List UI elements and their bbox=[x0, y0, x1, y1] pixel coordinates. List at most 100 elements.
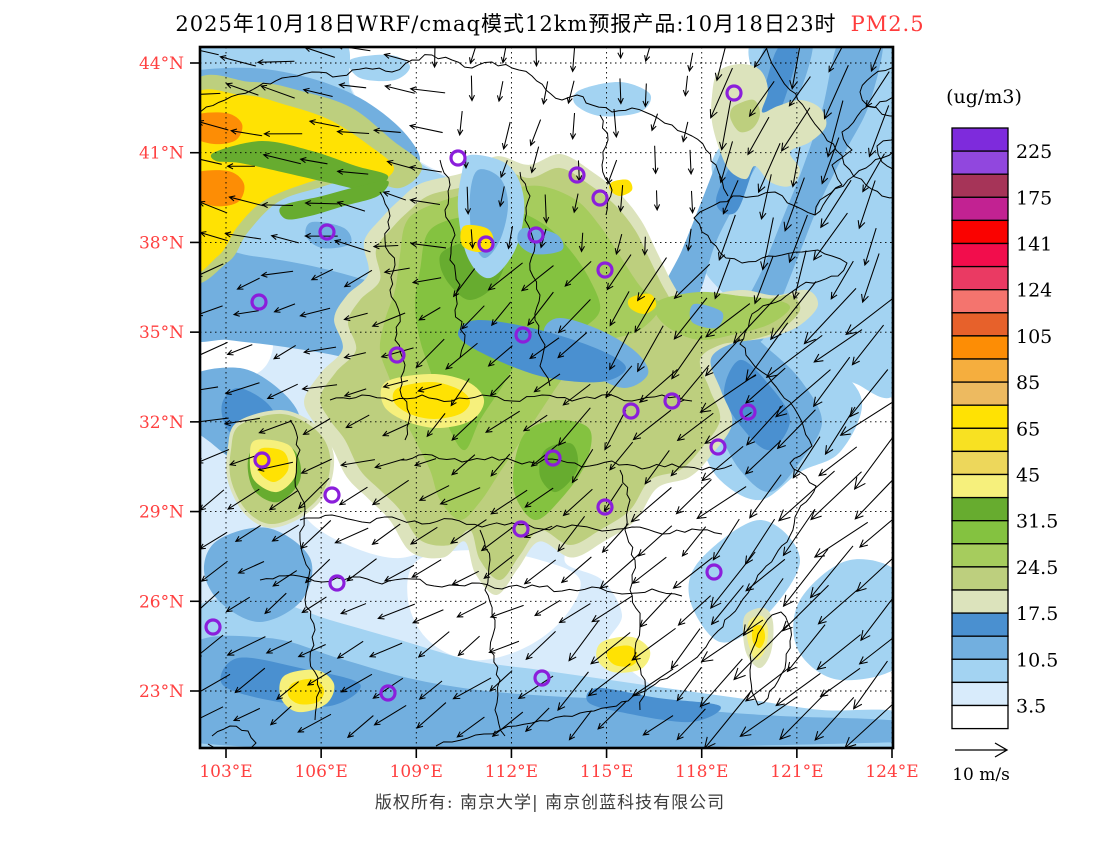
wind-arrow bbox=[346, 715, 374, 739]
wind-arrow bbox=[637, 525, 673, 557]
wind-arrow bbox=[200, 417, 229, 424]
map-boundary-line bbox=[207, 725, 257, 748]
wind-arrow bbox=[744, 518, 776, 566]
contour-blob bbox=[279, 180, 389, 220]
title-main: 2025年10月18日WRF/cmaq模式12km预报产品:10月18日23时 bbox=[175, 12, 837, 36]
wind-arrow bbox=[770, 281, 817, 341]
wind-arrow bbox=[856, 557, 893, 593]
wind-arrow bbox=[530, 146, 540, 174]
wind-arrow bbox=[343, 312, 368, 322]
map-boundary-line bbox=[876, 137, 893, 170]
wind-arrow bbox=[819, 667, 861, 698]
wind-arrow bbox=[300, 520, 332, 550]
wind-arrow bbox=[409, 86, 446, 94]
wind-arrow bbox=[775, 369, 831, 418]
wind-arrow bbox=[687, 149, 694, 176]
wind-arrow bbox=[634, 297, 656, 333]
wind-arrow bbox=[687, 52, 694, 73]
lon-tick-label: 103°E bbox=[199, 762, 252, 782]
wind-arrow bbox=[675, 479, 712, 515]
wind-arrow bbox=[562, 383, 591, 406]
wind-arrow bbox=[456, 716, 485, 738]
wind-arrow bbox=[749, 474, 782, 519]
wind-arrow bbox=[530, 444, 559, 467]
wind-arrow bbox=[568, 620, 600, 662]
colorbar-tick-label: 225 bbox=[1016, 141, 1052, 163]
wind-arrow bbox=[219, 55, 257, 67]
wind-arrow bbox=[614, 234, 623, 256]
colorbar-tick-label: 85 bbox=[1016, 372, 1040, 394]
colorbar-box bbox=[951, 520, 1009, 545]
wind-arrow bbox=[368, 642, 403, 658]
contour-blob bbox=[287, 678, 325, 705]
colorbar-box bbox=[951, 150, 1009, 175]
wind-arrow bbox=[371, 479, 409, 506]
wind-arrow bbox=[266, 383, 298, 400]
lon-tick-label: 121°E bbox=[770, 762, 823, 782]
wind-arrow bbox=[753, 47, 769, 69]
map-boundary-line bbox=[814, 151, 893, 216]
contour-blob bbox=[200, 170, 245, 207]
wind-arrow bbox=[712, 518, 740, 561]
wind-arrow bbox=[566, 80, 575, 105]
colorbar-box bbox=[951, 242, 1009, 268]
wind-arrow bbox=[450, 519, 487, 544]
wind-arrow bbox=[816, 634, 861, 671]
wind-arrow bbox=[489, 374, 511, 397]
wind-arrow bbox=[612, 108, 620, 139]
wind-arrow bbox=[340, 459, 375, 468]
wind-arrow bbox=[782, 548, 829, 608]
wind-arrow bbox=[587, 663, 631, 697]
station-marker bbox=[544, 449, 562, 467]
wind-arrow bbox=[489, 670, 513, 692]
wind-arrow bbox=[410, 241, 447, 249]
wind-arrow bbox=[297, 477, 330, 510]
wind-arrow bbox=[411, 559, 442, 578]
wind-arrow bbox=[226, 636, 266, 656]
colorbar-box bbox=[951, 173, 1009, 198]
lat-tick-label: 41°N bbox=[139, 144, 184, 164]
wind-arrow bbox=[813, 212, 848, 261]
wind-arrow bbox=[780, 107, 811, 152]
wind-arrow bbox=[671, 335, 703, 380]
wind-arrow bbox=[863, 227, 877, 267]
wind-arrow bbox=[732, 294, 780, 344]
colorbar-box bbox=[951, 289, 1009, 314]
wind-arrow bbox=[631, 668, 674, 697]
page-title: 2025年10月18日WRF/cmaq模式12km预报产品:10月18日23时 P… bbox=[0, 8, 1100, 38]
wind-arrow bbox=[200, 49, 219, 56]
wind-arrow bbox=[533, 47, 540, 68]
wind-arrow bbox=[297, 713, 332, 733]
wind-arrow bbox=[340, 673, 373, 693]
wind-arrow bbox=[272, 570, 298, 587]
wind-arrow bbox=[333, 239, 371, 253]
wind-arrow bbox=[742, 578, 784, 637]
wind-arrow bbox=[650, 113, 659, 132]
wind-arrow bbox=[383, 564, 415, 582]
wind-arrow bbox=[676, 708, 706, 741]
wind-arrow bbox=[745, 558, 786, 592]
colorbar-tick-label: 10.5 bbox=[1016, 649, 1058, 671]
contour-blob bbox=[688, 520, 801, 643]
wind-arrow bbox=[760, 217, 774, 271]
station-marker bbox=[533, 669, 551, 687]
wind-arrow bbox=[524, 487, 554, 508]
station-marker-layer bbox=[204, 84, 757, 702]
wind-arrow bbox=[714, 47, 726, 82]
wind-arrow bbox=[803, 288, 857, 345]
wind-arrow bbox=[269, 705, 292, 726]
wind-arrow bbox=[224, 382, 260, 395]
wind-arrow bbox=[261, 201, 294, 209]
map-boundary-line bbox=[399, 453, 733, 471]
wind-arrow bbox=[529, 337, 560, 360]
station-marker bbox=[253, 451, 271, 469]
wind-arrow bbox=[273, 303, 296, 313]
wind-arrow bbox=[310, 268, 334, 281]
wind-arrow bbox=[788, 76, 811, 107]
wind-arrow bbox=[262, 152, 301, 165]
wind-arrow bbox=[501, 121, 511, 151]
wind-arrow bbox=[409, 526, 438, 545]
wind-arrow bbox=[562, 488, 593, 517]
wind-arrow bbox=[415, 338, 445, 369]
wind-arrow bbox=[487, 345, 513, 367]
